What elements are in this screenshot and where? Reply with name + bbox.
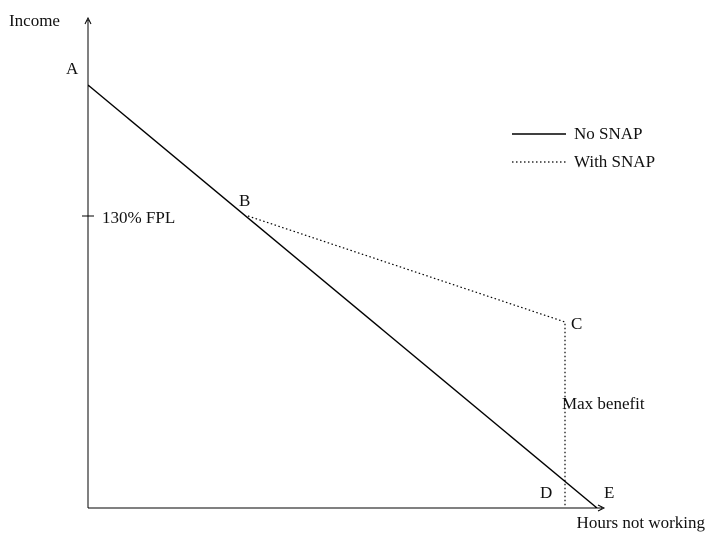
with-snap-line	[247, 215, 566, 508]
no-snap-line	[87, 84, 598, 509]
y-axis-arrow	[84, 16, 92, 25]
point-label: E	[604, 483, 614, 502]
legend-label: No SNAP	[574, 124, 643, 143]
point-label: C	[571, 314, 582, 333]
point-label: A	[66, 59, 79, 78]
legend-label: With SNAP	[574, 152, 655, 171]
x-axis-label: Hours not working	[577, 513, 706, 532]
x-axis-arrow	[597, 504, 606, 512]
point-label: D	[540, 483, 552, 502]
y-axis-label: Income	[9, 11, 60, 30]
point-label: B	[239, 191, 250, 210]
fpl-label: 130% FPL	[102, 208, 175, 227]
max-benefit-label: Max benefit	[562, 394, 645, 413]
